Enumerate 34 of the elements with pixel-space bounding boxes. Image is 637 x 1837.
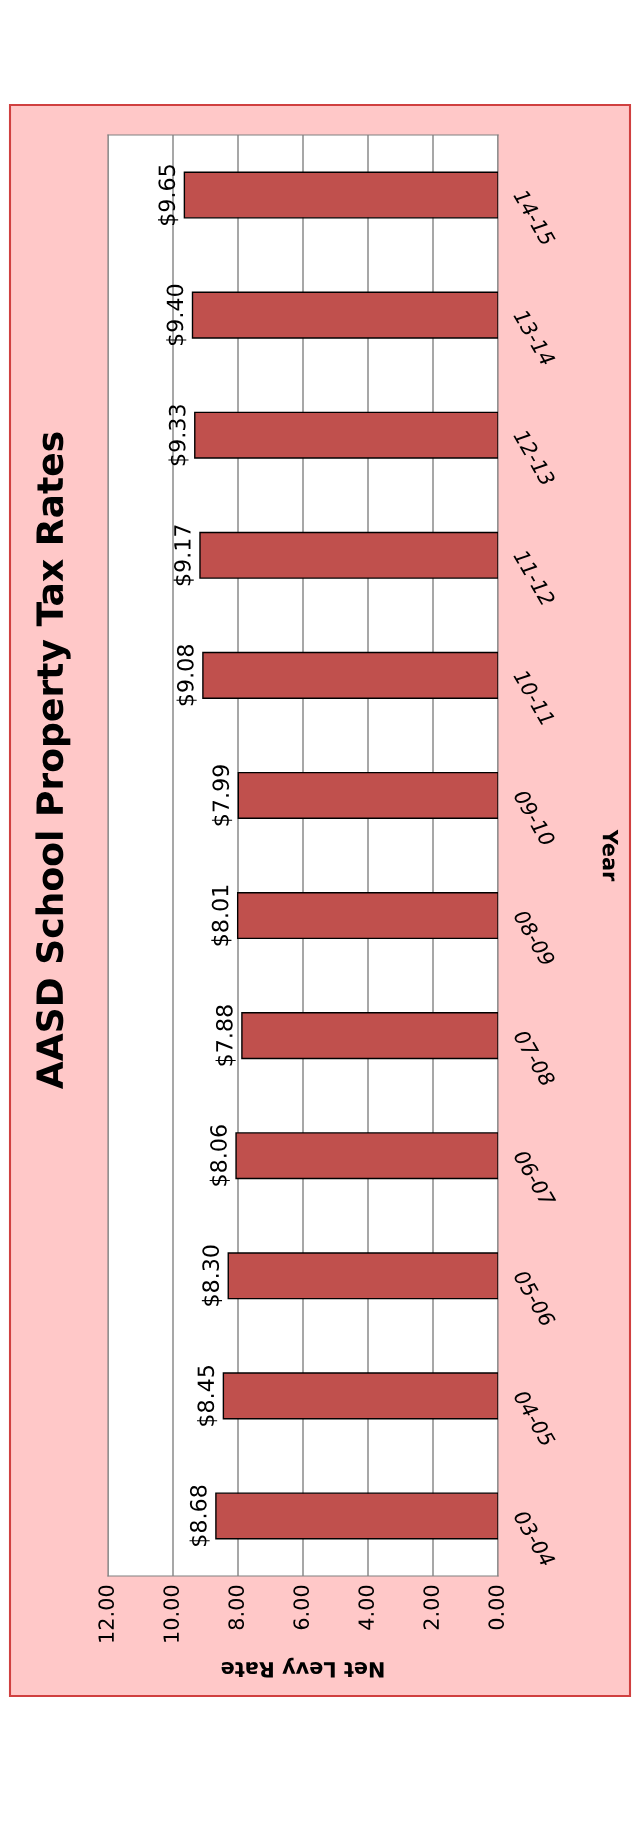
bar	[199, 531, 498, 579]
data-label: $9.17	[173, 525, 194, 586]
data-label: $8.06	[209, 1125, 230, 1186]
x-axis-title: Net Levy Rate	[221, 1657, 384, 1678]
data-label: $9.33	[168, 405, 189, 466]
x-tick-label: 4.00	[358, 1585, 375, 1630]
bar	[241, 1012, 498, 1060]
bar	[227, 1252, 498, 1300]
x-tick-label: 6.00	[293, 1585, 310, 1630]
data-label: $9.65	[157, 165, 179, 226]
bar	[202, 651, 498, 699]
data-label: $9.08	[176, 645, 197, 706]
bar	[236, 892, 498, 940]
x-tick-label: 8.00	[228, 1585, 245, 1630]
bar	[237, 771, 498, 819]
y-axis-title: Year	[602, 829, 619, 882]
x-tick-label: 0.00	[488, 1585, 505, 1630]
bar	[191, 291, 498, 339]
x-tick-label: 12.00	[98, 1585, 115, 1642]
data-label: $8.68	[189, 1485, 210, 1546]
data-label: $8.01	[211, 885, 232, 946]
bar	[215, 1492, 498, 1540]
bar	[235, 1132, 498, 1180]
text: AASD School Property Tax Rates	[35, 432, 71, 1090]
data-label: $9.40	[166, 284, 187, 346]
x-tick-label: 2.00	[423, 1585, 440, 1630]
x-tick-label: 10.00	[163, 1585, 180, 1642]
data-label: $7.88	[215, 1005, 236, 1066]
data-label: $8.45	[196, 1366, 218, 1426]
data-label: $8.30	[201, 1245, 223, 1306]
data-label: $7.99	[211, 765, 233, 826]
bar	[222, 1372, 498, 1420]
bar	[183, 171, 498, 219]
bar	[194, 411, 498, 459]
